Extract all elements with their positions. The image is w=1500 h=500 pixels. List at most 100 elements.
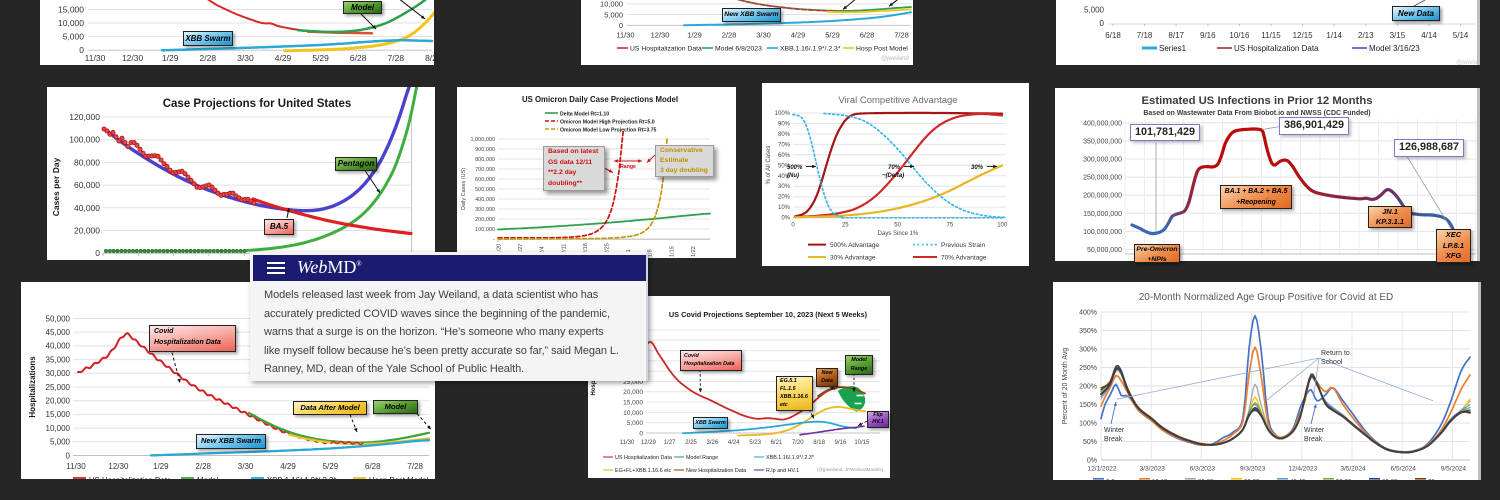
svg-text:20-Month Normalized Age Group: 20-Month Normalized Age Group Positive f… bbox=[1139, 292, 1394, 303]
svg-text:1/29: 1/29 bbox=[162, 53, 179, 63]
svg-text:US Omicron Daily Case Projecti: US Omicron Daily Case Projections Model bbox=[522, 95, 678, 104]
svg-text:200,000: 200,000 bbox=[475, 217, 495, 223]
svg-text:7/28: 7/28 bbox=[388, 53, 405, 63]
svg-text:1,000,000: 1,000,000 bbox=[471, 137, 495, 143]
svg-text:US Hospitalization Data: US Hospitalization Data bbox=[630, 46, 702, 53]
svg-text:Model 3/16/23: Model 3/16/23 bbox=[1369, 44, 1420, 53]
svg-text:Break: Break bbox=[1104, 436, 1123, 443]
svg-text:~(Delta): ~(Delta) bbox=[882, 173, 904, 179]
svg-text:Model Range: Model Range bbox=[686, 455, 718, 461]
svg-text:5,000: 5,000 bbox=[627, 420, 644, 427]
svg-text:40%: 40% bbox=[778, 174, 791, 180]
svg-text:11/30: 11/30 bbox=[85, 53, 106, 63]
svg-text:6/28: 6/28 bbox=[860, 31, 875, 40]
svg-text:50%: 50% bbox=[1083, 439, 1097, 446]
svg-text:Series1: Series1 bbox=[1159, 44, 1187, 53]
svg-text:School: School bbox=[1321, 359, 1343, 366]
svg-text:4/14: 4/14 bbox=[1421, 31, 1437, 40]
svg-text:US Hospitalization Data: US Hospitalization Data bbox=[1234, 44, 1319, 53]
svg-text:Hospitalizations: Hospitalizations bbox=[28, 356, 37, 418]
svg-text:5,000: 5,000 bbox=[50, 438, 71, 447]
svg-text:11/30: 11/30 bbox=[616, 31, 634, 40]
svg-text:3/5/2024: 3/5/2024 bbox=[1340, 466, 1366, 473]
svg-text:5/29: 5/29 bbox=[825, 31, 840, 40]
svg-text:@jweiland: @jweiland bbox=[881, 56, 909, 62]
svg-text:Days Since 1%: Days Since 1% bbox=[878, 231, 919, 237]
svg-text:70%: 70% bbox=[888, 165, 901, 171]
svg-text:30,000: 30,000 bbox=[46, 369, 71, 378]
svg-text:10%: 10% bbox=[778, 205, 791, 211]
svg-text:10/15: 10/15 bbox=[854, 440, 870, 446]
svg-text:20,000: 20,000 bbox=[74, 226, 100, 236]
svg-text:4/29: 4/29 bbox=[275, 53, 292, 63]
svg-text:11/15: 11/15 bbox=[1261, 31, 1281, 40]
svg-text:Omicron Model Low Projection R: Omicron Model Low Projection Rt=3.75 bbox=[560, 128, 657, 134]
svg-text:Previous Strain: Previous Strain bbox=[941, 242, 985, 249]
svg-text:5,000: 5,000 bbox=[63, 32, 85, 42]
svg-text:15,000: 15,000 bbox=[58, 5, 84, 15]
svg-text:1/15: 1/15 bbox=[669, 246, 675, 257]
svg-text:12/11: 12/11 bbox=[561, 244, 567, 257]
svg-text:300,000,000: 300,000,000 bbox=[1083, 157, 1122, 164]
svg-text:40,000: 40,000 bbox=[74, 203, 100, 213]
svg-text:12/29: 12/29 bbox=[641, 440, 657, 446]
svg-text:400,000: 400,000 bbox=[475, 197, 495, 203]
svg-text:30%: 30% bbox=[971, 165, 984, 171]
svg-text:Percent of 20 Month Avg: Percent of 20 Month Avg bbox=[1062, 348, 1069, 425]
svg-text:350,000,000: 350,000,000 bbox=[1083, 138, 1122, 145]
svg-text:3/30: 3/30 bbox=[238, 462, 254, 471]
svg-text:60-69: 60-69 bbox=[1382, 480, 1398, 481]
svg-text:0: 0 bbox=[66, 451, 71, 460]
svg-text:25,000: 25,000 bbox=[46, 383, 71, 392]
svg-text:0: 0 bbox=[1100, 19, 1105, 28]
svg-text:4/24: 4/24 bbox=[728, 440, 740, 446]
svg-text:12/25: 12/25 bbox=[605, 243, 611, 257]
svg-text:20,000: 20,000 bbox=[623, 389, 643, 396]
svg-text:5/23: 5/23 bbox=[749, 440, 761, 446]
svg-text:Delta Model Rt=1.10: Delta Model Rt=1.10 bbox=[560, 112, 609, 118]
svg-text:50,000: 50,000 bbox=[46, 314, 71, 323]
svg-text:8/18: 8/18 bbox=[813, 440, 825, 446]
svg-text:400,000,000: 400,000,000 bbox=[1083, 120, 1122, 127]
svg-text:1/27: 1/27 bbox=[664, 440, 676, 446]
svg-text:7/20: 7/20 bbox=[792, 440, 804, 446]
svg-text:0: 0 bbox=[79, 45, 84, 55]
svg-text:11/30: 11/30 bbox=[620, 440, 635, 446]
svg-text:6/21: 6/21 bbox=[771, 440, 783, 446]
svg-text:US Covid Projections September: US Covid Projections September 10, 2023 … bbox=[669, 310, 868, 319]
svg-text:70% Advantage: 70% Advantage bbox=[941, 255, 987, 262]
svg-text:30-39: 30-39 bbox=[1244, 480, 1260, 481]
svg-text:@jweiland: @jweiland bbox=[1456, 60, 1477, 65]
svg-text:300,000: 300,000 bbox=[475, 207, 495, 213]
svg-text:150,000,000: 150,000,000 bbox=[1083, 211, 1122, 218]
svg-text:10/16: 10/16 bbox=[1229, 31, 1250, 40]
svg-text:400%: 400% bbox=[1079, 310, 1097, 317]
svg-text:7/28: 7/28 bbox=[894, 31, 909, 40]
svg-text:Case Projections for United St: Case Projections for United States bbox=[163, 98, 352, 110]
svg-text:Estimated US Infections in Pri: Estimated US Infections in Prior 12 Mont… bbox=[1142, 95, 1373, 107]
svg-text:1/29: 1/29 bbox=[153, 462, 169, 471]
svg-text:1/14: 1/14 bbox=[1326, 31, 1342, 40]
svg-text:2/28: 2/28 bbox=[722, 31, 737, 40]
svg-text:12/15: 12/15 bbox=[1293, 31, 1314, 40]
svg-text:2/13: 2/13 bbox=[1358, 31, 1374, 40]
svg-text:Model: Model bbox=[197, 476, 219, 479]
svg-text:12/30: 12/30 bbox=[122, 53, 144, 63]
svg-text:0%: 0% bbox=[781, 216, 790, 222]
svg-text:300%: 300% bbox=[1079, 347, 1097, 354]
svg-text:0: 0 bbox=[639, 430, 643, 437]
svg-text:50,000,000: 50,000,000 bbox=[1087, 247, 1122, 254]
svg-text:50-59: 50-59 bbox=[1336, 480, 1352, 481]
svg-text:600,000: 600,000 bbox=[475, 177, 495, 183]
svg-text:Hosp: Hosp bbox=[591, 380, 597, 395]
svg-text:1/22: 1/22 bbox=[691, 246, 697, 257]
svg-text:100: 100 bbox=[997, 223, 1008, 229]
svg-text:20%: 20% bbox=[778, 195, 791, 201]
svg-text:R.lp and HV.1: R.lp and HV.1 bbox=[766, 468, 799, 474]
svg-text:2/28: 2/28 bbox=[200, 53, 217, 63]
svg-text:XBB.1.16/.1.9*/.2.3*: XBB.1.16/.1.9*/.2.3* bbox=[267, 476, 336, 479]
svg-text:40,000: 40,000 bbox=[46, 342, 71, 351]
svg-text:2/25: 2/25 bbox=[685, 440, 697, 446]
svg-text:10-19: 10-19 bbox=[1152, 480, 1168, 481]
svg-text:Based on Wastewater Data From: Based on Wastewater Data From Biobot.io … bbox=[1143, 110, 1370, 117]
